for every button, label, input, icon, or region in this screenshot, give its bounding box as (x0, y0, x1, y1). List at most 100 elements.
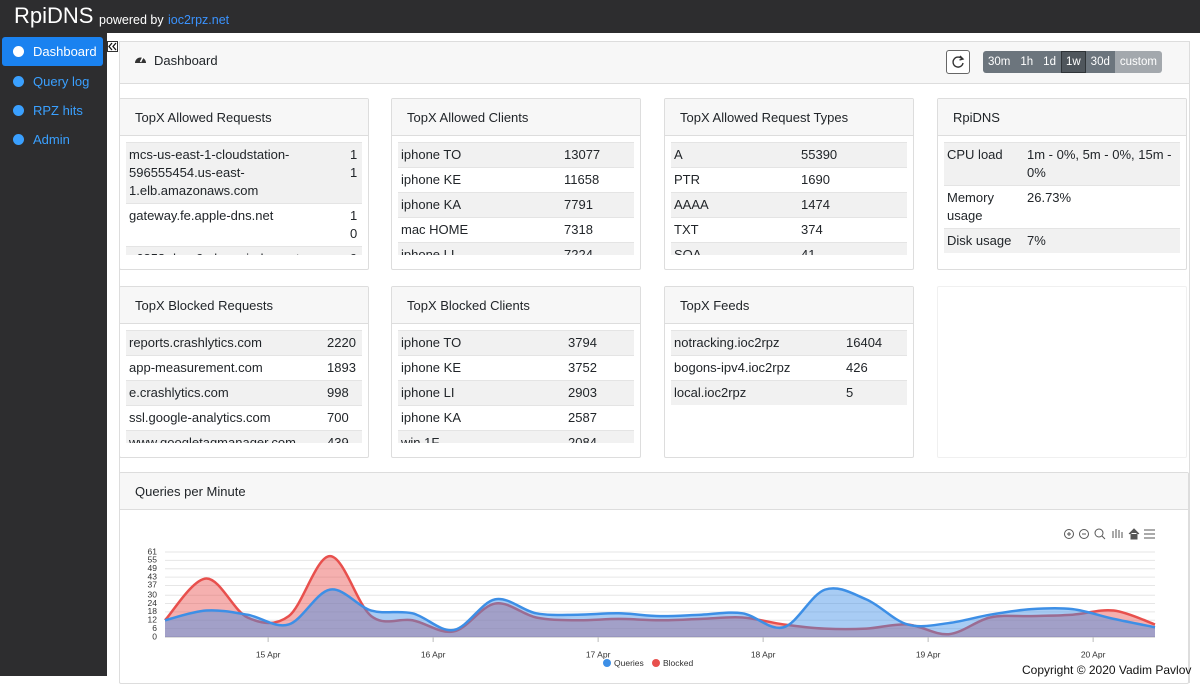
table-cell: iphone TO (398, 142, 561, 168)
panel-title: RpiDNS (953, 110, 1000, 125)
nav-label: Query log (33, 74, 90, 89)
collapse-toggle[interactable] (107, 41, 118, 52)
y-tick-label: 6 (152, 623, 157, 633)
panel-title: TopX Feeds (680, 298, 750, 313)
table-body: iphone TO 3794 iphone KE 3752 iphone LI 2903 i… (398, 330, 634, 443)
panel-table: iphone TO 13077 iphone KE 11658 iphone KA 779… (398, 142, 634, 255)
table-cell: 700 (324, 405, 362, 431)
table-row: win 1F 2084 (398, 430, 634, 443)
table-cell: 5 (843, 380, 907, 405)
panel-body: CPU load 1m - 0%, 5m - 0%, 15m - 0% Memory… (944, 142, 1180, 255)
table-row: Disk usage 7% (944, 228, 1180, 253)
table-cell: mac HOME (398, 217, 561, 243)
table-row: ssl.google-analytics.com 700 (126, 405, 362, 431)
powered-link[interactable]: ioc2rpz.net (168, 13, 230, 27)
table-body: notracking.ioc2rpz 16404 bogons-ipv4.ioc2r… (671, 330, 907, 405)
nav-icon (13, 76, 24, 87)
table-row: iphone KA 7791 (398, 192, 634, 218)
table-cell: local.ioc2rpz (671, 380, 843, 405)
nav-item[interactable]: Query log (2, 67, 103, 96)
panel-header: TopX Allowed Requests (120, 99, 368, 136)
table-row: notracking.ioc2rpz 16404 (671, 330, 907, 356)
table-cell: 374 (798, 217, 907, 243)
nav-label: Dashboard (33, 44, 97, 59)
table-row: mac HOME 7318 (398, 217, 634, 243)
table-row: Memory usage 26.73% (944, 185, 1180, 229)
table-cell: 7318 (561, 217, 634, 243)
table-cell: 13077 (561, 142, 634, 168)
panel-header: TopX Allowed Clients (392, 99, 640, 136)
table-cell: iphone LI (398, 380, 565, 406)
table-row: e.crashlytics.com 998 (126, 380, 362, 406)
y-tick-label: 61 (148, 546, 158, 556)
chart-toolbar[interactable] (1064, 528, 1156, 540)
table-body: mcs-us-east-1-cloudstation-596555454.us-… (126, 142, 362, 255)
table-cell: Disk usage (944, 228, 1024, 253)
y-tick-label: 12 (148, 615, 158, 625)
table-cell: 7791 (561, 192, 634, 218)
table-cell: 439 (324, 430, 362, 443)
panel-table: mcs-us-east-1-cloudstation-596555454.us-… (126, 142, 362, 255)
table-row: mcs-us-east-1-cloudstation-596555454.us-… (126, 142, 362, 204)
table-cell: win 1F (398, 430, 565, 443)
y-tick-label: 30 (148, 589, 158, 599)
y-tick-label: 24 (148, 598, 158, 608)
table-row: AAAA 1474 (671, 192, 907, 218)
nav-item[interactable]: RPZ hits (2, 96, 103, 125)
panel-title: TopX Allowed Request Types (680, 110, 849, 125)
nav-item[interactable]: Admin (2, 125, 103, 154)
table-cell: mcs-us-east-1-cloudstation-596555454.us-… (126, 142, 347, 204)
table-cell: iphone LI (398, 242, 561, 255)
panel (937, 286, 1187, 458)
panel-header: TopX Allowed Request Types (665, 99, 913, 136)
panel-body: iphone TO 3794 iphone KE 3752 iphone LI 2903 i… (398, 330, 634, 443)
panel-header: TopX Feeds (665, 287, 913, 324)
nav-item[interactable]: Dashboard (2, 37, 103, 66)
x-tick-label: 20 Apr (1081, 649, 1106, 659)
table-cell: 1893 (324, 355, 362, 381)
period-button[interactable]: custom (1114, 51, 1162, 73)
nav-label: Admin (33, 132, 70, 147)
table-row: iphone KE 11658 (398, 167, 634, 193)
y-tick-label: 49 (148, 563, 158, 573)
period-button[interactable]: 1d (1038, 51, 1061, 73)
period-button[interactable]: 30d (1085, 51, 1115, 73)
table-cell: 41 (798, 242, 907, 255)
table-row: SOA 41 (671, 242, 907, 255)
panel-title: TopX Allowed Requests (135, 110, 272, 125)
table-cell: 3752 (565, 355, 634, 381)
period-button[interactable]: 1h (1015, 51, 1039, 73)
period-selector: 30m 1h 1d 1w 30d custom (983, 51, 1162, 73)
period-button[interactable]: 1w (1060, 51, 1086, 73)
x-tick-label: 16 Apr (421, 649, 446, 659)
y-tick-label: 37 (148, 580, 158, 590)
panel-body: mcs-us-east-1-cloudstation-596555454.us-… (126, 142, 362, 255)
table-row: A 55390 (671, 142, 907, 168)
panel: TopX Blocked Clients iphone TO 3794 iphone … (391, 286, 641, 458)
panel-header: TopX Blocked Clients (392, 287, 640, 324)
y-tick-label: 43 (148, 571, 158, 581)
table-row: gateway.fe.apple-dns.net 10 (126, 203, 362, 247)
table-cell: 1690 (798, 167, 907, 193)
table-body: reports.crashlytics.com 2220 app-measureme… (126, 330, 362, 443)
table-row: local.ioc2rpz 5 (671, 380, 907, 405)
x-tick-label: 17 Apr (586, 649, 611, 659)
panel-table: iphone TO 3794 iphone KE 3752 iphone LI 2903 i… (398, 330, 634, 443)
table-body: iphone TO 13077 iphone KE 11658 iphone KA 779… (398, 142, 634, 255)
table-cell: notracking.ioc2rpz (671, 330, 843, 356)
table-row: reports.crashlytics.com 2220 (126, 330, 362, 356)
refresh-button[interactable] (946, 50, 970, 74)
table-cell: e.crashlytics.com (126, 380, 324, 406)
line (164, 587, 1156, 632)
table-row: iphone LI 2903 (398, 380, 634, 406)
table-cell: ssl.google-analytics.com (126, 405, 324, 431)
table-cell: iphone KA (398, 192, 561, 218)
brand[interactable]: RpiDNS (14, 3, 94, 28)
table-cell: 10 (347, 203, 362, 247)
panel-body: iphone TO 13077 iphone KE 11658 iphone KA 779… (398, 142, 634, 255)
powered-by: powered by (99, 13, 164, 27)
table-cell: 2587 (565, 405, 634, 431)
period-button[interactable]: 30m (983, 51, 1016, 73)
table-cell: iphone TO (398, 330, 565, 356)
legend-label: Queries (614, 658, 644, 668)
